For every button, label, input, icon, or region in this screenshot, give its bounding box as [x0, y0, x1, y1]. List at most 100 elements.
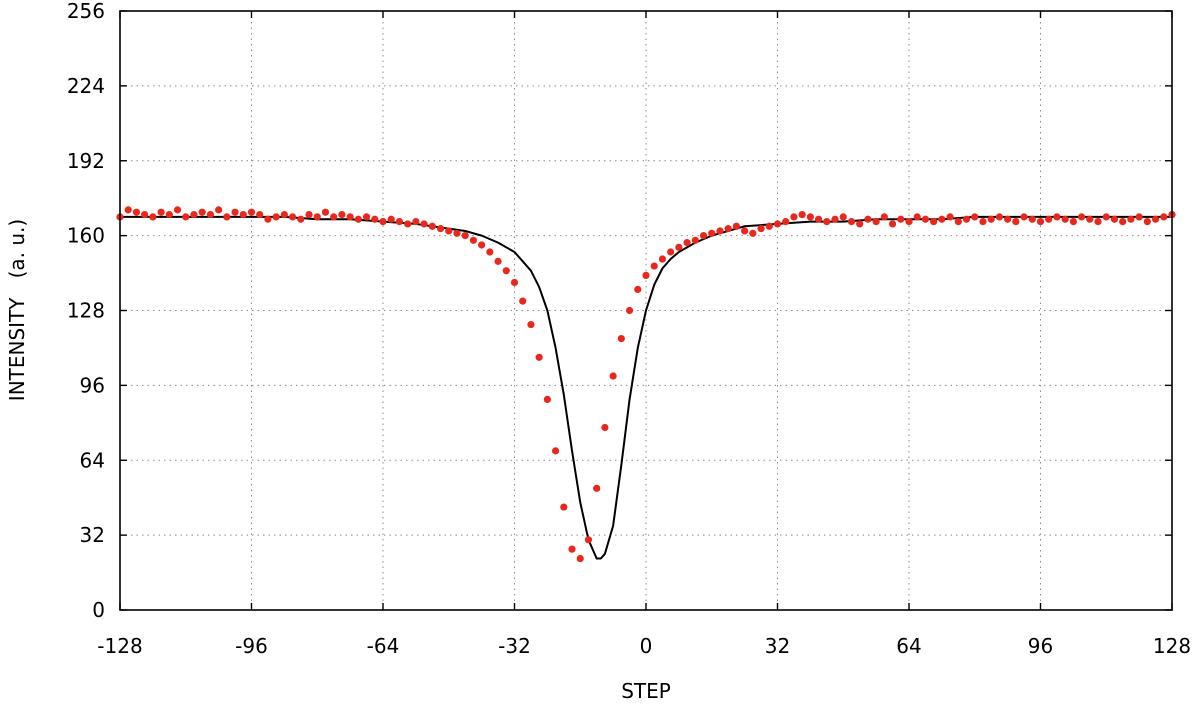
data-point [519, 297, 527, 305]
data-point [379, 217, 387, 226]
data-point [987, 215, 995, 223]
data-point [1094, 217, 1102, 226]
data-point [231, 208, 239, 216]
data-point [741, 227, 749, 235]
data-point [864, 215, 872, 223]
data-point [675, 243, 683, 251]
data-point [1069, 217, 1077, 226]
data-point [124, 206, 132, 214]
data-point [1151, 215, 1160, 223]
data-point [634, 285, 642, 294]
data-point [560, 503, 568, 511]
data-point [1127, 215, 1135, 223]
data-point [576, 554, 584, 563]
data-point [215, 206, 223, 214]
data-point [1004, 215, 1012, 223]
data-point [798, 210, 806, 219]
data-point [165, 210, 173, 219]
data-point [1102, 213, 1110, 221]
data-point [765, 222, 773, 230]
data-point [1086, 215, 1094, 223]
data-point [305, 210, 313, 219]
y-tick-label: 96 [80, 373, 105, 397]
grid-layer [120, 11, 1172, 610]
data-point [683, 239, 691, 247]
data-point [551, 447, 560, 455]
data-point [330, 213, 338, 221]
y-tick-label: 256 [67, 0, 105, 23]
data-point [338, 210, 346, 219]
data-point [1077, 213, 1086, 221]
data-point [691, 236, 699, 244]
data-point [256, 210, 264, 219]
y-tick-label: 128 [67, 299, 105, 323]
data-point [1045, 215, 1053, 223]
data-point [239, 210, 247, 219]
data-point [469, 236, 478, 244]
data-point [198, 208, 206, 216]
x-tick-label: -32 [498, 634, 531, 658]
data-point [354, 215, 362, 223]
data-point [930, 217, 938, 226]
data-point [280, 210, 288, 219]
data-point [897, 215, 905, 223]
data-point [502, 267, 510, 275]
data-point [971, 213, 979, 221]
data-point [190, 210, 198, 219]
y-tick-label: 192 [67, 149, 105, 173]
y-tick-label: 224 [67, 74, 105, 98]
data-point [699, 232, 708, 240]
data-point [1160, 213, 1168, 221]
y-tick-label: 160 [67, 224, 105, 248]
data-point [847, 217, 856, 226]
data-point [494, 257, 502, 265]
data-point [1012, 217, 1020, 226]
data-point [1028, 215, 1036, 223]
x-tick-label: 32 [765, 634, 790, 658]
data-point [921, 215, 930, 223]
data-point [938, 215, 946, 223]
data-point [510, 278, 519, 287]
data-point [478, 241, 486, 249]
data-point [888, 220, 897, 228]
plot-frame [119, 10, 1173, 611]
data-point [527, 320, 535, 329]
data-point [264, 215, 272, 223]
data-point [288, 213, 297, 221]
x-tick-label: 96 [1028, 634, 1053, 658]
data-point [362, 213, 371, 221]
data-point [141, 210, 149, 219]
data-point [995, 213, 1004, 221]
y-tick-label: 64 [80, 448, 105, 472]
data-point [445, 227, 453, 235]
data-point [601, 423, 609, 432]
data-point [535, 353, 543, 361]
y-tick-label: 0 [92, 598, 105, 622]
data-point [1061, 215, 1069, 223]
data-point [716, 227, 724, 235]
data-point [182, 213, 190, 221]
data-point [823, 217, 831, 226]
data-point [132, 208, 141, 216]
data-point [1053, 213, 1061, 221]
data-point [1119, 217, 1127, 226]
data-point [346, 213, 354, 221]
y-tick-label: 32 [80, 523, 105, 547]
data-point [625, 306, 634, 315]
data-point [420, 220, 428, 228]
data-point [543, 395, 551, 404]
data-point [584, 536, 593, 544]
data-point [387, 215, 395, 223]
data-point [1143, 217, 1151, 226]
x-tick-label: -128 [97, 634, 142, 658]
data-point [173, 206, 182, 214]
series-layer [116, 206, 1176, 563]
data-point [856, 220, 864, 228]
data-point [806, 213, 814, 221]
data-point [732, 222, 741, 230]
data-point [313, 213, 321, 221]
data-point [1135, 213, 1143, 221]
data-point [593, 484, 601, 492]
data-point [453, 229, 461, 237]
data-point [486, 248, 494, 256]
